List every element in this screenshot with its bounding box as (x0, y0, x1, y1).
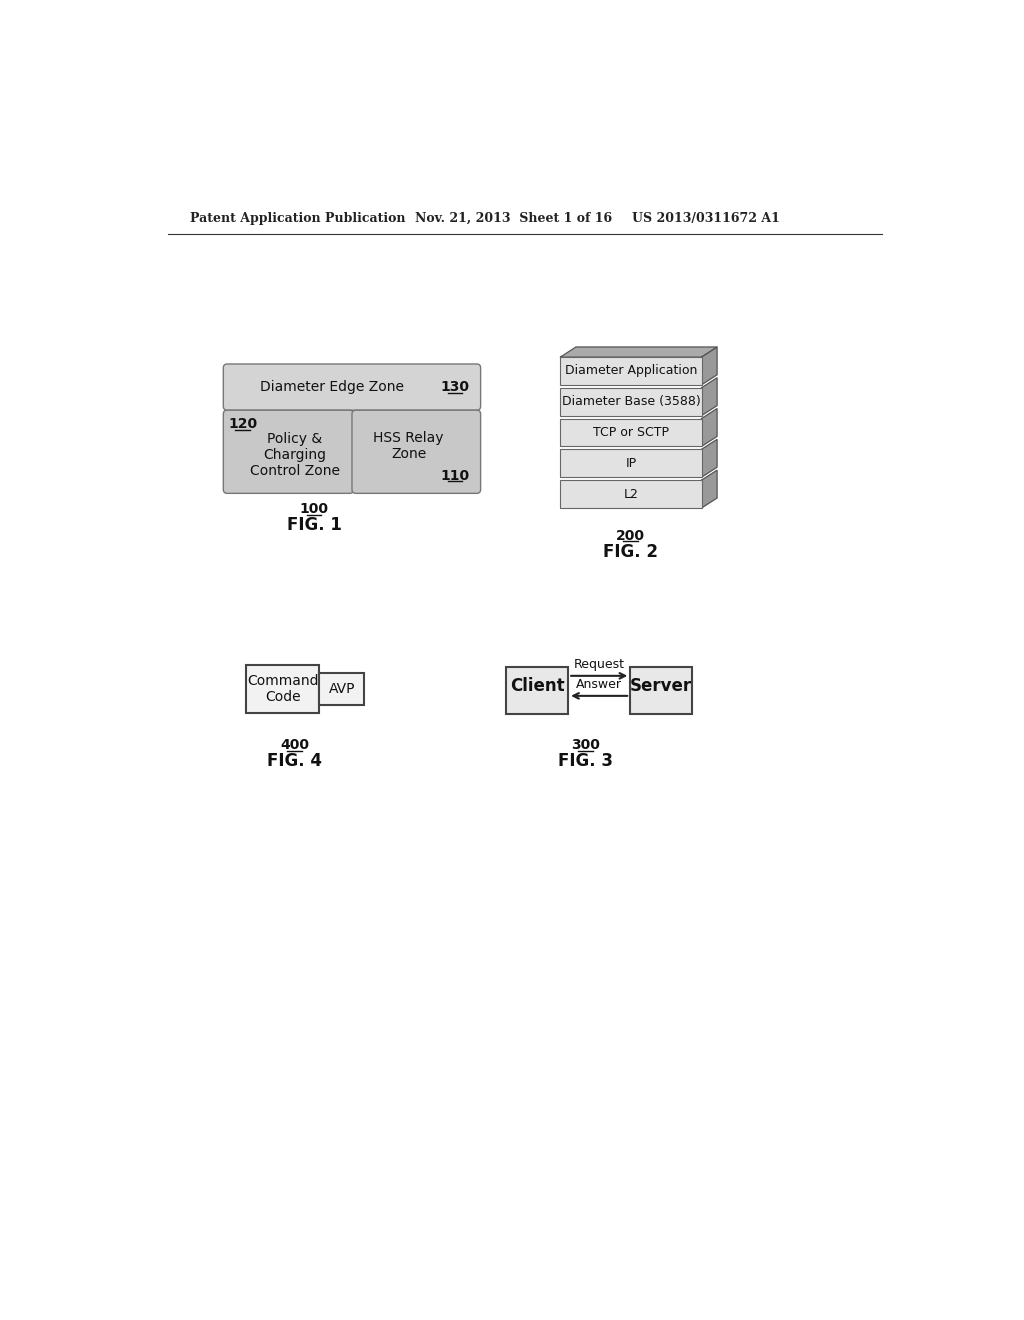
Polygon shape (701, 378, 717, 416)
Text: 300: 300 (570, 738, 600, 752)
Text: Server: Server (630, 677, 692, 694)
FancyBboxPatch shape (506, 667, 568, 714)
Text: Request: Request (573, 659, 625, 671)
FancyBboxPatch shape (319, 673, 365, 705)
Text: Policy &
Charging
Control Zone: Policy & Charging Control Zone (250, 432, 340, 478)
Polygon shape (560, 347, 717, 358)
Text: FIG. 2: FIG. 2 (603, 543, 657, 561)
Text: FIG. 3: FIG. 3 (558, 752, 612, 771)
FancyBboxPatch shape (352, 411, 480, 494)
Text: 400: 400 (281, 738, 309, 752)
Text: Nov. 21, 2013  Sheet 1 of 16: Nov. 21, 2013 Sheet 1 of 16 (415, 213, 612, 224)
Polygon shape (701, 409, 717, 446)
Text: Diameter Application: Diameter Application (565, 364, 697, 378)
Text: Patent Application Publication: Patent Application Publication (190, 213, 406, 224)
FancyBboxPatch shape (560, 388, 701, 416)
FancyBboxPatch shape (630, 667, 692, 714)
Text: 310: 310 (522, 697, 552, 710)
FancyBboxPatch shape (223, 411, 353, 494)
Text: 320: 320 (647, 697, 676, 710)
Polygon shape (701, 470, 717, 508)
Text: Command
Code: Command Code (247, 673, 318, 704)
Text: 110: 110 (440, 469, 470, 483)
FancyBboxPatch shape (560, 480, 701, 508)
Text: IP: IP (626, 457, 637, 470)
Text: AVP: AVP (329, 682, 355, 696)
FancyBboxPatch shape (223, 364, 480, 411)
Text: 130: 130 (440, 380, 470, 395)
Text: 120: 120 (228, 417, 257, 432)
Text: 100: 100 (299, 502, 329, 516)
Text: FIG. 4: FIG. 4 (267, 752, 323, 771)
Polygon shape (701, 347, 717, 385)
Text: FIG. 1: FIG. 1 (287, 516, 341, 533)
Text: Client: Client (510, 677, 564, 694)
Text: 200: 200 (615, 529, 645, 543)
Text: L2: L2 (624, 487, 638, 500)
FancyBboxPatch shape (560, 449, 701, 478)
FancyBboxPatch shape (560, 418, 701, 446)
Text: Diameter Edge Zone: Diameter Edge Zone (260, 380, 404, 395)
Text: US 2013/0311672 A1: US 2013/0311672 A1 (632, 213, 779, 224)
FancyBboxPatch shape (560, 358, 701, 385)
Polygon shape (701, 440, 717, 478)
FancyBboxPatch shape (246, 665, 319, 713)
Text: Diameter Base (3588): Diameter Base (3588) (561, 395, 700, 408)
Text: HSS Relay
Zone: HSS Relay Zone (374, 430, 443, 461)
Text: TCP or SCTP: TCP or SCTP (593, 426, 669, 440)
Text: Answer: Answer (577, 678, 623, 692)
